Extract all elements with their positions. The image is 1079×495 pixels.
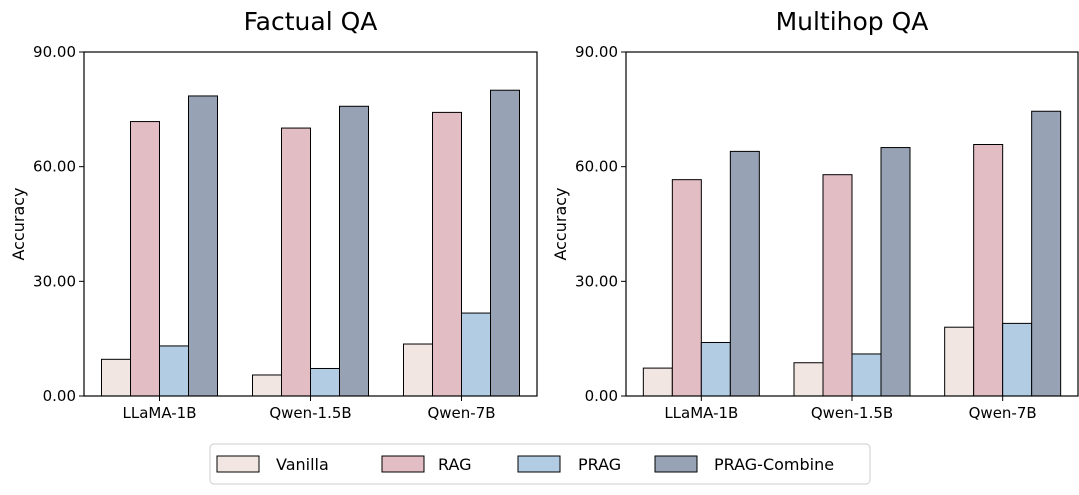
x-tick-label: LLaMA-1B (122, 404, 196, 422)
y-axis-label: Accuracy (551, 187, 570, 260)
bar-rag-qwen-7b (432, 111, 462, 397)
bar-vanilla-llama-1b (642, 367, 673, 397)
legend: Vanilla RAG PRAG PRAG-Combine (209, 443, 871, 485)
bar-prag-qwen-7b (1002, 322, 1033, 397)
legend-swatch-prag (517, 455, 561, 473)
chart-title: Multihop QA (776, 7, 929, 36)
bar-rag-llama-1b (671, 179, 702, 397)
plot-frame (625, 51, 1079, 397)
bar-vanilla-qwen-7b (403, 343, 433, 397)
bar-prag-combine-llama-1b (729, 150, 760, 397)
plot-frame (83, 51, 538, 397)
bar-vanilla-qwen-1-5b (252, 374, 282, 397)
bar-prag-combine-llama-1b (188, 95, 218, 397)
y-tick-label: 0.00 (43, 387, 76, 405)
legend-swatch-prag-combine (654, 455, 698, 473)
legend-swatch-rag (381, 455, 425, 473)
legend-label-prag: PRAG (578, 455, 621, 474)
legend-label-prag-combine: PRAG-Combine (714, 455, 834, 474)
bar-rag-qwen-1-5b (281, 127, 311, 397)
x-tick-label: Qwen-1.5B (269, 404, 351, 422)
y-tick-label: 60.00 (575, 158, 618, 176)
bar-rag-qwen-1-5b (822, 174, 853, 397)
bar-prag-qwen-1-5b (310, 367, 340, 397)
bar-prag-combine-qwen-7b (490, 89, 520, 397)
bar-vanilla-qwen-7b (944, 326, 975, 397)
legend-swatch-vanilla (216, 455, 260, 473)
bar-prag-qwen-1-5b (851, 353, 882, 397)
bar-rag-llama-1b (130, 121, 160, 397)
y-tick-label: 60.00 (33, 158, 76, 176)
bar-prag-qwen-7b (461, 312, 491, 397)
bar-prag-combine-qwen-1-5b (880, 147, 911, 397)
x-tick-label: Qwen-7B (969, 404, 1037, 422)
bar-vanilla-qwen-1-5b (793, 362, 824, 397)
chart-panel-2: Multihop QA Accuracy 0.00 30.00 60.00 90.00 LL… (551, 7, 1079, 422)
legend-label-vanilla: Vanilla (276, 455, 329, 474)
bar-prag-combine-qwen-7b (1031, 110, 1062, 397)
bar-prag-llama-1b (700, 341, 731, 397)
y-tick-label: 90.00 (575, 43, 618, 61)
y-tick-label: 0.00 (585, 387, 618, 405)
x-tick-label: Qwen-1.5B (811, 404, 893, 422)
legend-label-rag: RAG (438, 455, 472, 474)
bar-rag-qwen-7b (973, 143, 1004, 397)
charts: Factual QA Accuracy 0.00 30.00 60.00 90.00 LLa… (9, 7, 1079, 422)
bar-prag-llama-1b (159, 345, 189, 397)
bar-prag-combine-qwen-1-5b (339, 105, 369, 397)
y-tick-label: 90.00 (33, 43, 76, 61)
y-axis-label: Accuracy (9, 187, 28, 260)
x-tick-label: Qwen-7B (427, 404, 495, 422)
bar-vanilla-llama-1b (101, 358, 131, 397)
x-tick-label: LLaMA-1B (664, 404, 738, 422)
y-tick-label: 30.00 (575, 272, 618, 290)
chart-panel-1: Factual QA Accuracy 0.00 30.00 60.00 90.00 LLa… (9, 7, 538, 422)
chart-title: Factual QA (244, 7, 378, 36)
y-tick-label: 30.00 (33, 272, 76, 290)
